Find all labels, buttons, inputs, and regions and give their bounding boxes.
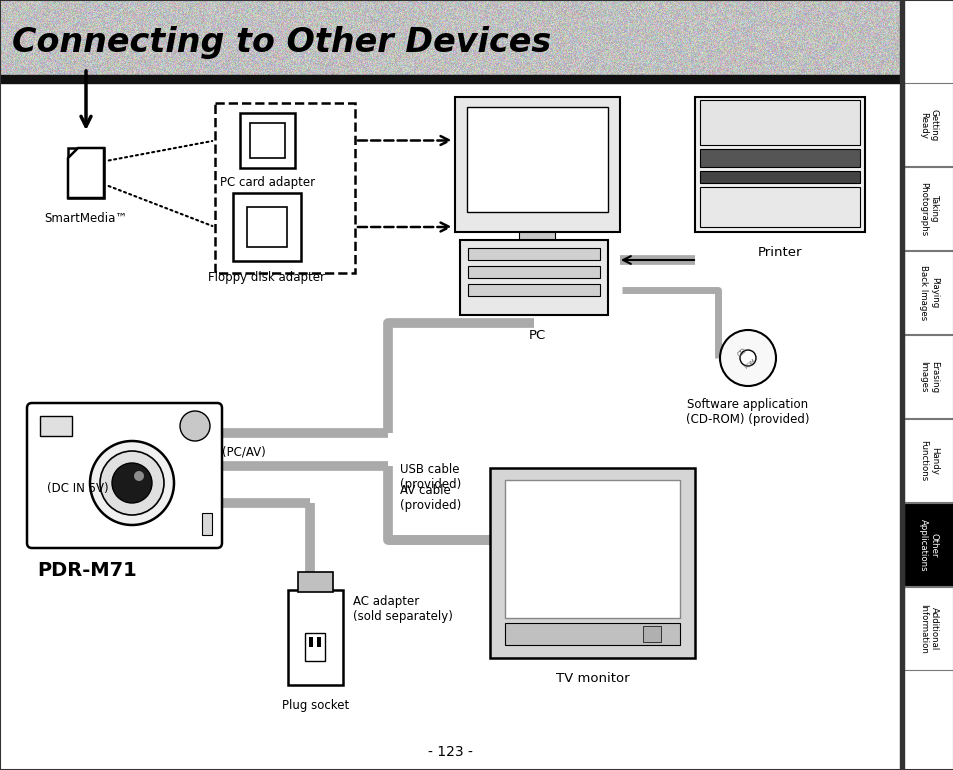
Bar [459,240,607,315]
Bar [305,633,325,661]
Text: SmartMedia™: SmartMedia™ [45,212,128,225]
Bar [214,103,355,273]
Text: Erasing
Images: Erasing Images [919,361,938,393]
Bar [903,503,953,586]
Circle shape [112,463,152,503]
Bar [468,284,599,296]
Bar [504,480,679,618]
Text: CD: CD [736,346,747,357]
Text: Handy
Functions: Handy Functions [919,440,938,481]
Bar [240,113,294,168]
Text: AC adapter
(sold separately): AC adapter (sold separately) [353,595,453,623]
Bar [455,97,619,232]
Circle shape [180,411,210,441]
Bar [233,193,301,261]
Text: Getting
Ready: Getting Ready [919,109,938,141]
Text: Playing
Back Images: Playing Back Images [919,266,938,320]
Bar [467,107,607,212]
Text: PC card adapter: PC card adapter [220,176,314,189]
Text: AV cable
(provided): AV cable (provided) [399,484,460,512]
Bar [468,248,599,260]
Text: Software application
(CD-ROM) (provided): Software application (CD-ROM) (provided) [685,398,809,426]
Text: Additional
Information: Additional Information [919,604,938,654]
Bar [903,251,953,334]
Bar [468,266,599,278]
Bar [490,468,695,658]
Circle shape [100,451,164,515]
Circle shape [133,471,144,481]
Text: USB cable
(provided): USB cable (provided) [399,463,460,491]
Circle shape [720,330,775,386]
Bar [903,587,953,670]
Bar [903,83,953,166]
Text: Taking
Photographs: Taking Photographs [919,182,938,236]
Bar [899,0,903,770]
Circle shape [740,350,755,366]
Text: Plug socket: Plug socket [281,699,349,712]
Text: PC: PC [528,329,545,342]
Bar [288,590,343,685]
Bar [40,416,71,436]
Polygon shape [68,148,104,198]
Bar [297,572,333,592]
Bar [504,623,679,645]
Circle shape [90,441,173,525]
Bar [903,419,953,502]
Text: - 123 -: - 123 - [427,745,472,759]
Text: Floppy disk adapter: Floppy disk adapter [209,271,325,284]
Bar [202,513,212,535]
Bar [695,97,864,232]
Text: Connecting to Other Devices: Connecting to Other Devices [12,26,551,59]
Text: Other
Applications: Other Applications [919,519,938,571]
Bar [700,171,859,183]
Bar [68,148,104,198]
Text: (PC/AV): (PC/AV) [222,445,266,458]
Bar [518,232,555,240]
Text: TV monitor: TV monitor [555,672,629,685]
Bar [642,626,660,642]
Text: Printer: Printer [757,246,801,259]
Bar [700,149,859,167]
Bar [250,123,285,158]
Text: PDR-M71: PDR-M71 [37,561,136,580]
Bar [0,75,899,83]
Text: ROM: ROM [742,358,756,370]
Bar [903,167,953,250]
Bar [700,100,859,145]
Bar [247,207,287,247]
Bar [309,637,313,647]
Text: (DC IN 5V): (DC IN 5V) [47,482,109,495]
Bar [316,637,320,647]
Bar [903,335,953,418]
Bar [700,187,859,227]
FancyBboxPatch shape [27,403,222,548]
